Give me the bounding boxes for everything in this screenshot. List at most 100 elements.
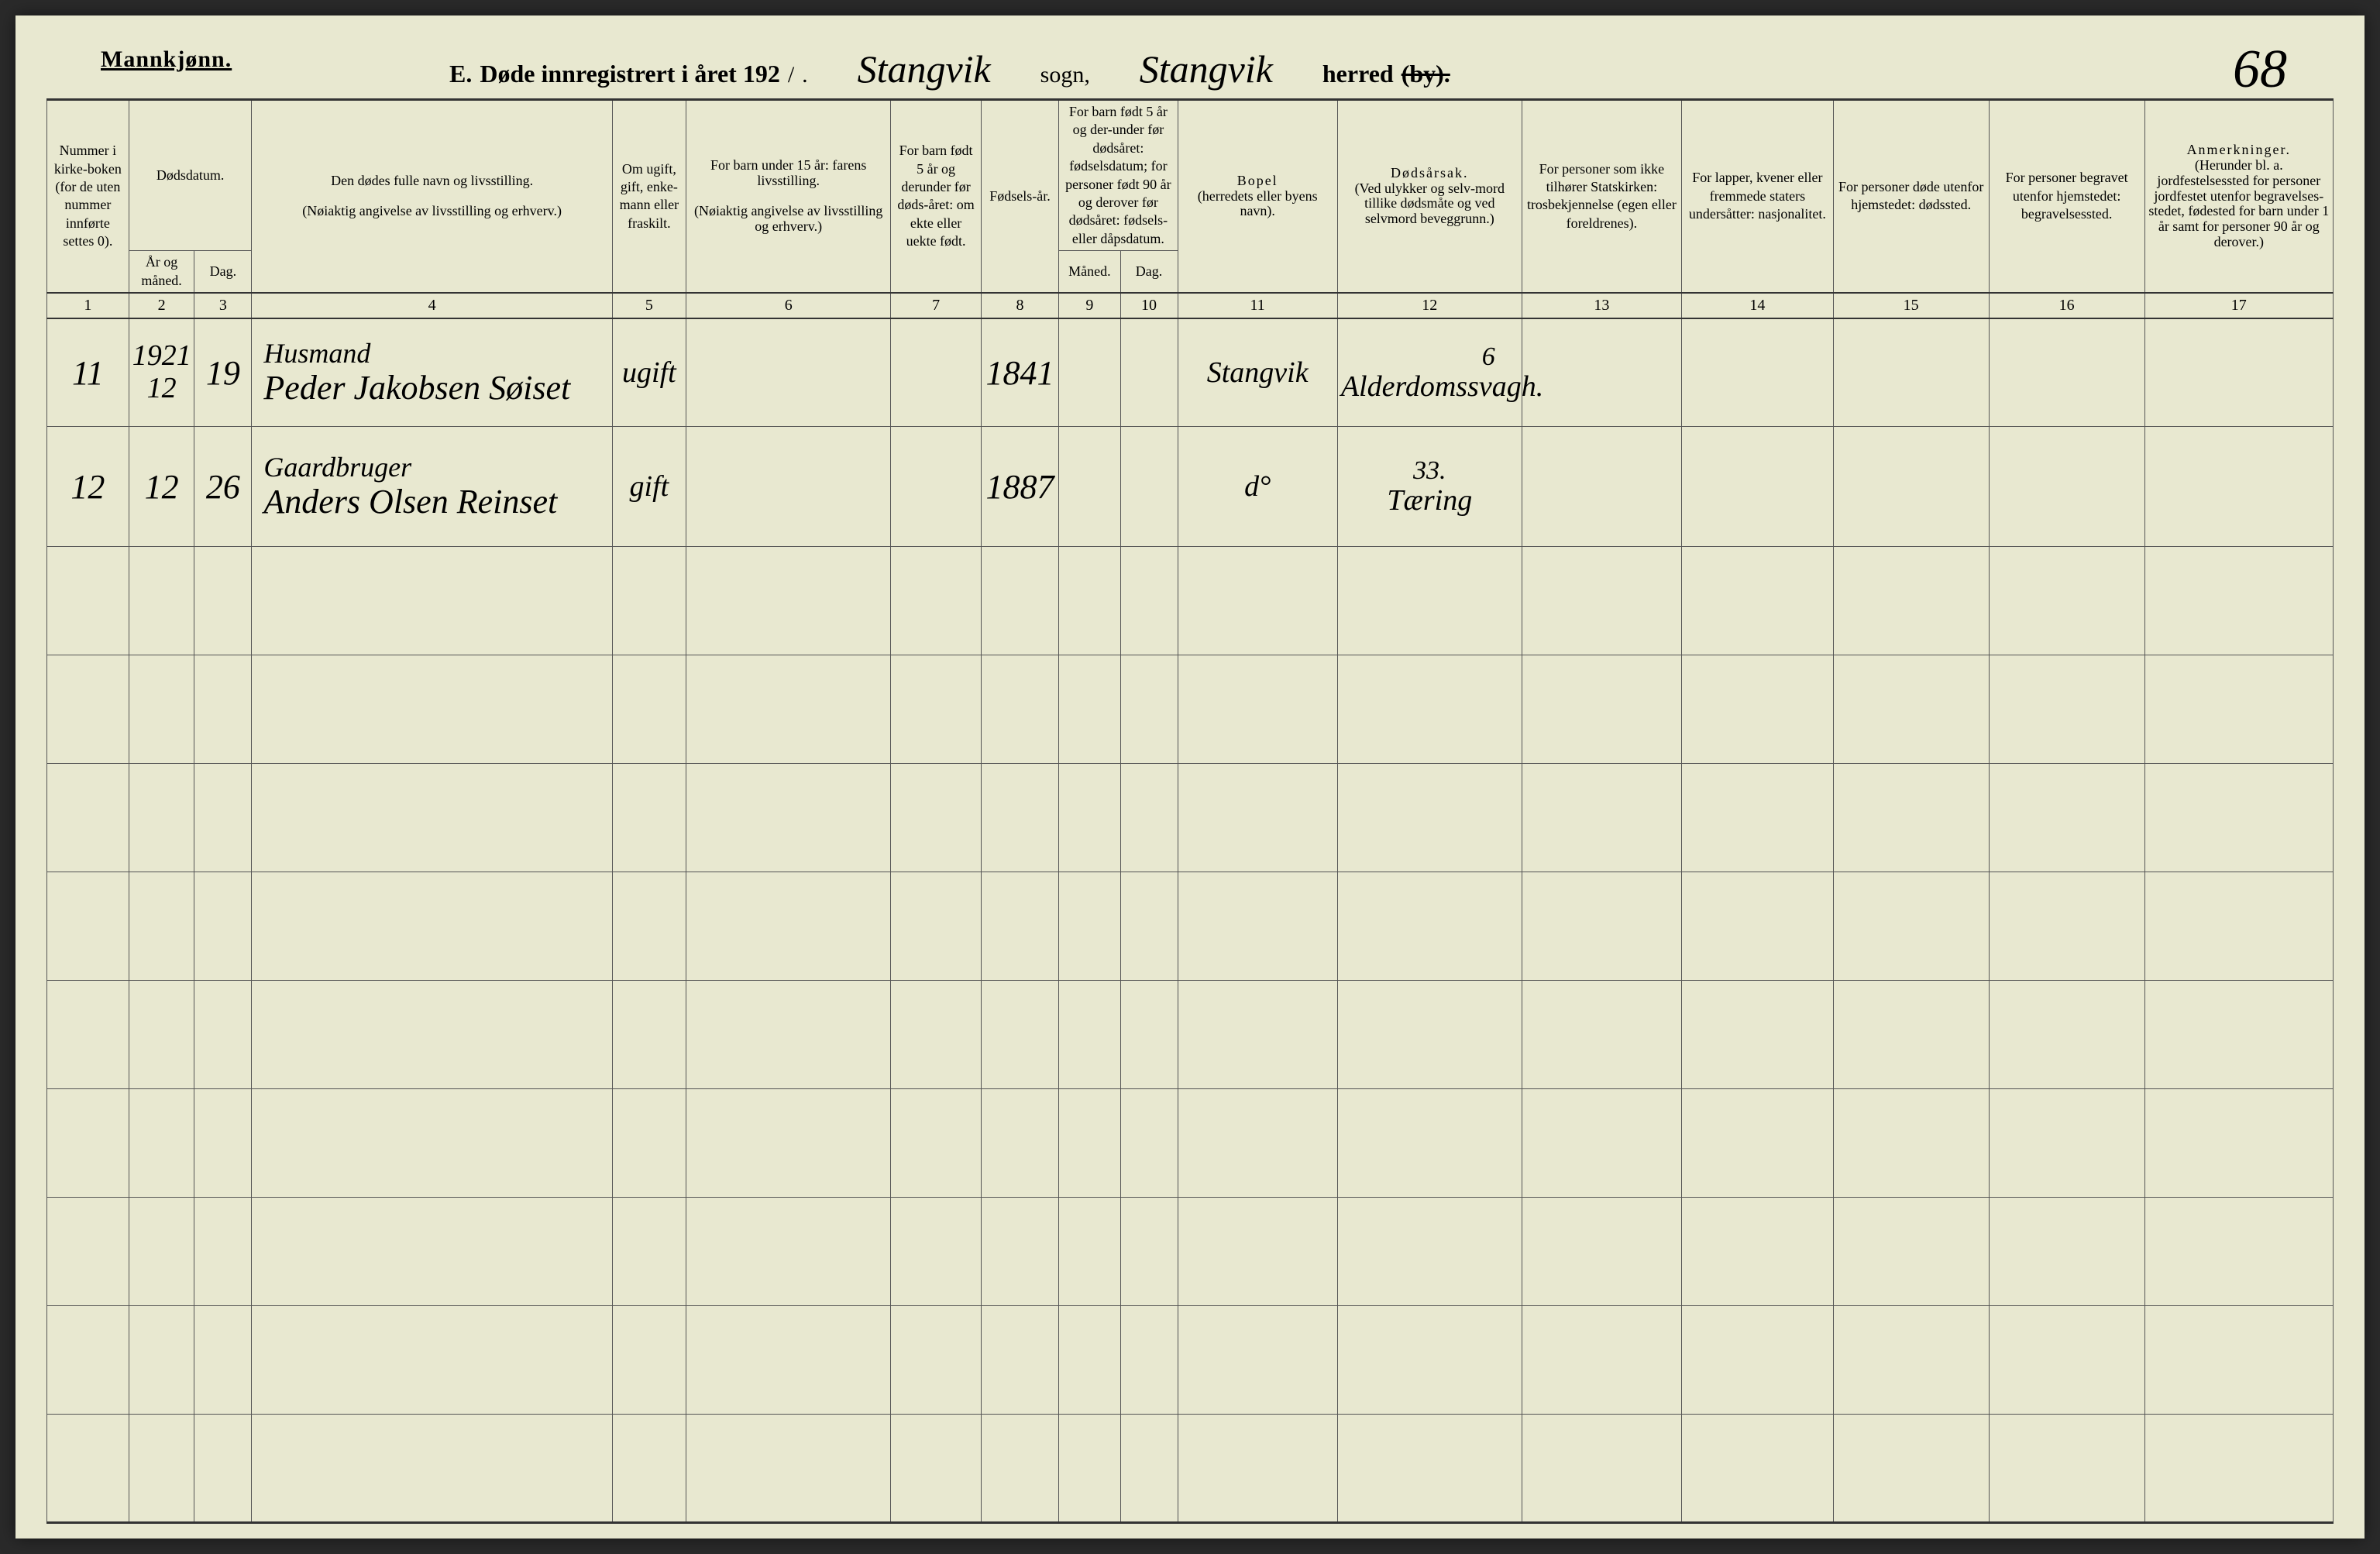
col-header-12: Dødsårsak. (Ved ulykker og selv-mord til… bbox=[1337, 100, 1522, 293]
herred-value: Stangvik bbox=[1098, 46, 1315, 91]
col-header-15: For personer døde utenfor hjemstedet: dø… bbox=[1833, 100, 1989, 293]
table-row bbox=[47, 872, 2334, 981]
table-row bbox=[47, 1415, 2334, 1523]
name-line1: Gaardbruger bbox=[263, 452, 608, 483]
title-text: Døde innregistrert i året 192 bbox=[480, 60, 779, 88]
document-page: Mannkjønn. E. Døde innregistrert i året … bbox=[15, 15, 2365, 1539]
table-header: Nummer i kirke-boken (for de uten nummer… bbox=[47, 100, 2334, 318]
colnum: 3 bbox=[194, 293, 252, 318]
cell-name: Gaardbruger Anders Olsen Reinset bbox=[252, 427, 612, 547]
colnum: 16 bbox=[1989, 293, 2144, 318]
col-header-2: År og måned. bbox=[129, 251, 194, 293]
col-header-9: Måned. bbox=[1059, 251, 1120, 293]
cell-c7 bbox=[891, 427, 981, 547]
colnum: 2 bbox=[129, 293, 194, 318]
page-header: Mannkjønn. E. Døde innregistrert i året … bbox=[46, 46, 2334, 79]
sogn-value: Stangvik bbox=[816, 46, 1033, 91]
col-header-4: Den dødes fulle navn og livsstilling. (N… bbox=[252, 100, 612, 293]
cell-c6 bbox=[686, 427, 890, 547]
table-row bbox=[47, 981, 2334, 1089]
table-row bbox=[47, 655, 2334, 764]
cell-c17 bbox=[2144, 427, 2333, 547]
cell-name: Husmand Peder Jakobsen Søiset bbox=[252, 318, 612, 427]
cause-sup: 6 bbox=[1482, 342, 1518, 371]
col11-top: Bopel bbox=[1181, 174, 1334, 189]
cause-sup: 33. bbox=[1413, 456, 1446, 485]
cell-c16 bbox=[1989, 427, 2144, 547]
cell-c13 bbox=[1522, 318, 1681, 427]
col-header-8: Fødsels-år. bbox=[981, 100, 1058, 293]
colnum: 10 bbox=[1120, 293, 1178, 318]
col-header-910: For barn født 5 år og der-under før døds… bbox=[1059, 100, 1178, 251]
colnum: 14 bbox=[1682, 293, 1834, 318]
table-row: 12 12 26 Gaardbruger Anders Olsen Reinse… bbox=[47, 427, 2334, 547]
colnum: 13 bbox=[1522, 293, 1681, 318]
col-header-11: Bopel (herredets eller byens navn). bbox=[1178, 100, 1337, 293]
col-header-10: Dag. bbox=[1120, 251, 1178, 293]
col11-bot: (herredets eller byens navn). bbox=[1181, 189, 1334, 220]
cause-text: Tæring bbox=[1341, 485, 1518, 517]
cell-c15 bbox=[1833, 318, 1989, 427]
table-row bbox=[47, 1089, 2334, 1198]
cell-c6 bbox=[686, 318, 890, 427]
cell-day: 19 bbox=[194, 318, 252, 427]
cell-year-month: 12 bbox=[129, 427, 194, 547]
title-line: E. Døde innregistrert i året 192 / . Sta… bbox=[449, 46, 1450, 91]
colnum: 11 bbox=[1178, 293, 1337, 318]
cell-year-month: 1921 12 bbox=[129, 318, 194, 427]
cell-cause: 33. Tæring bbox=[1337, 427, 1522, 547]
col-header-6: For barn under 15 år: farens livsstillin… bbox=[686, 100, 890, 293]
col12-bot: (Ved ulykker og selv-mord tillike dødsmå… bbox=[1341, 181, 1518, 227]
col-header-14: For lapper, kvener eller fremmede stater… bbox=[1682, 100, 1834, 293]
col-header-1: Nummer i kirke-boken (for de uten nummer… bbox=[47, 100, 129, 293]
cell-marital: gift bbox=[612, 427, 686, 547]
col17-bot: (Herunder bl. a. jordfestelsessted for p… bbox=[2148, 158, 2330, 250]
col-header-13: For personer som ikke tilhører Statskirk… bbox=[1522, 100, 1681, 293]
col-header-datum: Dødsdatum. bbox=[129, 100, 252, 251]
col-header-17: Anmerkninger. (Herunder bl. a. jordfeste… bbox=[2144, 100, 2333, 293]
cell-c10 bbox=[1120, 318, 1178, 427]
colnum: 7 bbox=[891, 293, 981, 318]
cell-num: 11 bbox=[47, 318, 129, 427]
colnum: 4 bbox=[252, 293, 612, 318]
name-line2: Anders Olsen Reinset bbox=[263, 483, 608, 521]
name-line1: Husmand bbox=[263, 339, 608, 370]
cell-c15 bbox=[1833, 427, 1989, 547]
cell-c10 bbox=[1120, 427, 1178, 547]
page-number: 68 bbox=[2233, 39, 2287, 101]
gender-label: Mannkjønn. bbox=[101, 46, 232, 73]
cell-c14 bbox=[1682, 318, 1834, 427]
col-header-7: For barn født 5 år og derunder før døds-… bbox=[891, 100, 981, 293]
col-header-3: Dag. bbox=[194, 251, 252, 293]
colnum: 6 bbox=[686, 293, 890, 318]
cell-num: 12 bbox=[47, 427, 129, 547]
table-row bbox=[47, 547, 2334, 655]
cell-day: 26 bbox=[194, 427, 252, 547]
register-table: Nummer i kirke-boken (for de uten nummer… bbox=[46, 98, 2334, 1524]
table-body: 11 1921 12 19 Husmand Peder Jakobsen Søi… bbox=[47, 318, 2334, 1523]
cell-cause: 6 Alderdomssvagh. bbox=[1337, 318, 1522, 427]
by-struck: (by). bbox=[1402, 60, 1450, 88]
col12-top: Dødsårsak. bbox=[1341, 166, 1518, 181]
cell-bopel: Stangvik bbox=[1178, 318, 1337, 427]
cell-marital: ugift bbox=[612, 318, 686, 427]
cell-c9 bbox=[1059, 318, 1120, 427]
col4-bot: (Nøiaktig angivelse av livsstilling og e… bbox=[255, 204, 608, 219]
col17-top: Anmerkninger. bbox=[2148, 143, 2330, 158]
colnum: 5 bbox=[612, 293, 686, 318]
section-letter: E. bbox=[449, 60, 472, 88]
table-row bbox=[47, 1198, 2334, 1306]
table-row bbox=[47, 1306, 2334, 1415]
cell-bopel: d° bbox=[1178, 427, 1337, 547]
cell-c13 bbox=[1522, 427, 1681, 547]
colnum: 8 bbox=[981, 293, 1058, 318]
sogn-label: sogn, bbox=[1040, 62, 1090, 88]
col6-top: For barn under 15 år: farens livsstillin… bbox=[690, 158, 887, 189]
name-line2: Peder Jakobsen Søiset bbox=[263, 370, 608, 407]
colnum: 15 bbox=[1833, 293, 1989, 318]
col-header-16: For personer begravet utenfor hjemstedet… bbox=[1989, 100, 2144, 293]
herred-label: herred bbox=[1322, 60, 1394, 88]
col6-bot: (Nøiaktig angivelse av livsstilling og e… bbox=[690, 204, 887, 235]
col-header-5: Om ugift, gift, enke-mann eller fraskilt… bbox=[612, 100, 686, 293]
table-row: 11 1921 12 19 Husmand Peder Jakobsen Søi… bbox=[47, 318, 2334, 427]
